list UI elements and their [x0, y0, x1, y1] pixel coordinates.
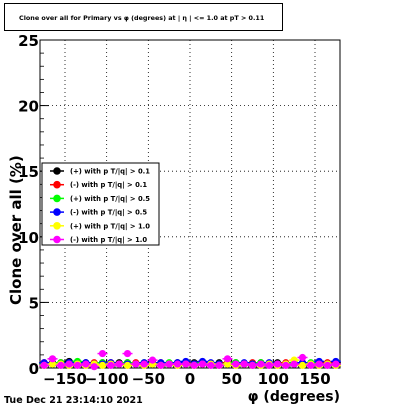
legend-box: [41, 162, 160, 246]
data-point: [323, 361, 332, 369]
legend-label: (-) with p T/|q| > 0.1: [70, 181, 147, 190]
y-tick-label: 15: [18, 163, 39, 181]
data-point: [298, 361, 307, 369]
data-point: [173, 360, 182, 368]
data-point: [48, 360, 57, 368]
data-point: [140, 360, 148, 368]
data-point: [223, 360, 232, 368]
legend-marker: [53, 235, 61, 244]
timestamp: Tue Dec 21 23:14:10 2021: [4, 395, 143, 406]
data-point: [223, 355, 232, 363]
legend-marker: [53, 208, 61, 216]
y-tick-label: 5: [29, 294, 39, 312]
data-point: [65, 360, 73, 368]
data-point: [165, 360, 173, 368]
data-point: [98, 349, 107, 358]
data-point: [282, 361, 290, 369]
data-layer: [39, 349, 341, 371]
data-point: [73, 361, 82, 369]
data-point: [57, 361, 65, 369]
legend-marker: [53, 180, 61, 189]
data-point: [190, 361, 198, 369]
data-point: [273, 360, 282, 368]
data-point: [298, 353, 307, 362]
data-point: [290, 360, 298, 368]
y-tick-label: 10: [18, 229, 39, 247]
legend-marker: [53, 222, 61, 230]
y-tick-label: 25: [18, 32, 39, 50]
data-point: [90, 363, 98, 371]
y-tick-label: 0: [29, 360, 39, 378]
legend: (+) with p T/|q| > 0.1 (-) with p T/|q| >…: [41, 162, 160, 246]
data-point: [215, 361, 223, 369]
x-tick-label: −150: [43, 370, 87, 388]
data-point: [265, 361, 273, 369]
data-point: [115, 360, 123, 368]
data-point: [107, 361, 115, 369]
data-point: [40, 361, 48, 369]
x-tick-label: 100: [258, 370, 289, 388]
x-axis-label: φ (degrees): [248, 389, 340, 405]
data-point: [257, 360, 265, 368]
data-point: [48, 355, 57, 363]
data-point: [98, 361, 107, 369]
data-point: [157, 361, 165, 369]
data-point: [198, 360, 207, 368]
legend-label: (-) with p T/|q| > 1.0: [70, 236, 147, 245]
x-tick-label: 150: [299, 370, 330, 388]
data-point: [240, 360, 248, 368]
legend-label: (+) with p T/|q| > 0.1: [70, 168, 150, 177]
data-point: [148, 356, 157, 364]
y-axis-label: Clone over all (%): [7, 155, 25, 305]
y-tick-label: 20: [18, 98, 39, 116]
data-point: [123, 349, 132, 358]
chart-title: Clone over all for Primary vs φ (degrees…: [19, 14, 265, 22]
data-point: [123, 361, 132, 369]
legend-label: (-) with p T/|q| > 0.5: [70, 209, 147, 218]
legend-label: (+) with p T/|q| > 1.0: [70, 222, 150, 231]
data-point: [207, 361, 215, 369]
tick-layer: −150−100 −50 0 50 100 150 0 5 10 15 20 25: [18, 32, 341, 388]
data-point: [248, 361, 257, 369]
x-tick-label: 0: [185, 370, 195, 388]
legend-marker: [53, 167, 61, 175]
chart-title-box: Clone over all for Primary vs φ (degrees…: [4, 3, 283, 31]
data-point: [232, 360, 240, 368]
legend-label: (+) with p T/|q| > 0.5: [70, 195, 150, 204]
data-point: [132, 360, 140, 368]
data-point: [307, 361, 315, 369]
data-point: [82, 360, 90, 368]
x-tick-label: −100: [85, 370, 129, 388]
data-point: [332, 360, 340, 368]
legend-marker: [53, 194, 61, 203]
x-tick-label: −50: [132, 370, 165, 388]
data-point: [182, 360, 190, 368]
data-point: [315, 360, 323, 368]
x-tick-label: 50: [221, 370, 242, 388]
